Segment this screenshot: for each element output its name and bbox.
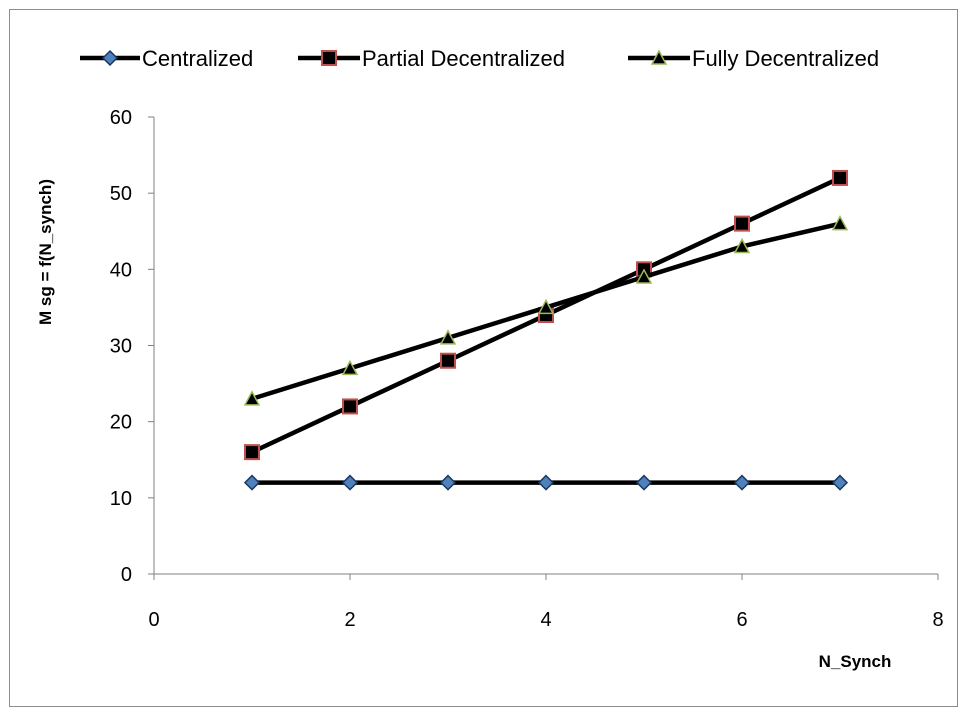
legend-marker xyxy=(101,49,119,67)
data-point xyxy=(734,215,750,232)
x-tick-label: 8 xyxy=(932,609,943,631)
data-point xyxy=(341,474,359,491)
y-tick-label: 60 xyxy=(110,107,132,129)
x-tick-label: 0 xyxy=(148,609,159,631)
series-partial-decentralized xyxy=(244,169,848,461)
legend-label: Partial Decentralized xyxy=(362,46,565,71)
legend-marker xyxy=(650,49,668,65)
data-point xyxy=(537,474,555,491)
y-tick-label: 40 xyxy=(110,259,132,281)
x-tick-label: 6 xyxy=(736,609,747,631)
legend-item: Fully Decentralized xyxy=(628,46,879,71)
y-tick-label: 50 xyxy=(110,183,132,205)
y-axis-title: M sg = f(N_synch) xyxy=(36,179,55,325)
x-tick-label: 2 xyxy=(344,609,355,631)
legend: Centralized Partial Decentralized Fully De… xyxy=(80,46,879,71)
data-point xyxy=(832,169,848,186)
series-fully-decentralized xyxy=(243,215,849,406)
x-axis-title: N_Synch xyxy=(819,652,892,671)
y-tick-label: 20 xyxy=(110,412,132,434)
data-point xyxy=(537,298,555,315)
series-centralized xyxy=(243,474,849,491)
legend-label: Centralized xyxy=(142,46,253,71)
data-point xyxy=(831,215,849,231)
chart-frame xyxy=(9,9,958,707)
legend-marker xyxy=(321,50,337,66)
data-point xyxy=(342,398,358,415)
data-point xyxy=(439,474,457,491)
data-point xyxy=(243,390,261,406)
axes: 0 10 20 30 40 50 60 0 2 4 6 8 xyxy=(110,107,944,631)
legend-item: Centralized xyxy=(80,46,253,71)
data-point xyxy=(831,474,849,491)
data-point xyxy=(341,359,359,376)
data-point xyxy=(635,268,653,284)
y-tick-label: 0 xyxy=(121,564,132,586)
data-point xyxy=(439,329,457,345)
y-tick-label: 10 xyxy=(110,488,132,510)
data-point xyxy=(244,444,260,461)
data-point xyxy=(243,474,261,491)
legend-label: Fully Decentralized xyxy=(692,46,879,71)
x-tick-label: 4 xyxy=(540,609,551,631)
plot-area xyxy=(243,169,849,491)
data-point xyxy=(733,237,751,254)
data-point xyxy=(733,474,751,491)
y-tick-label: 30 xyxy=(110,336,132,358)
data-point xyxy=(440,352,456,369)
legend-item: Partial Decentralized xyxy=(298,46,565,71)
data-point xyxy=(635,474,653,491)
